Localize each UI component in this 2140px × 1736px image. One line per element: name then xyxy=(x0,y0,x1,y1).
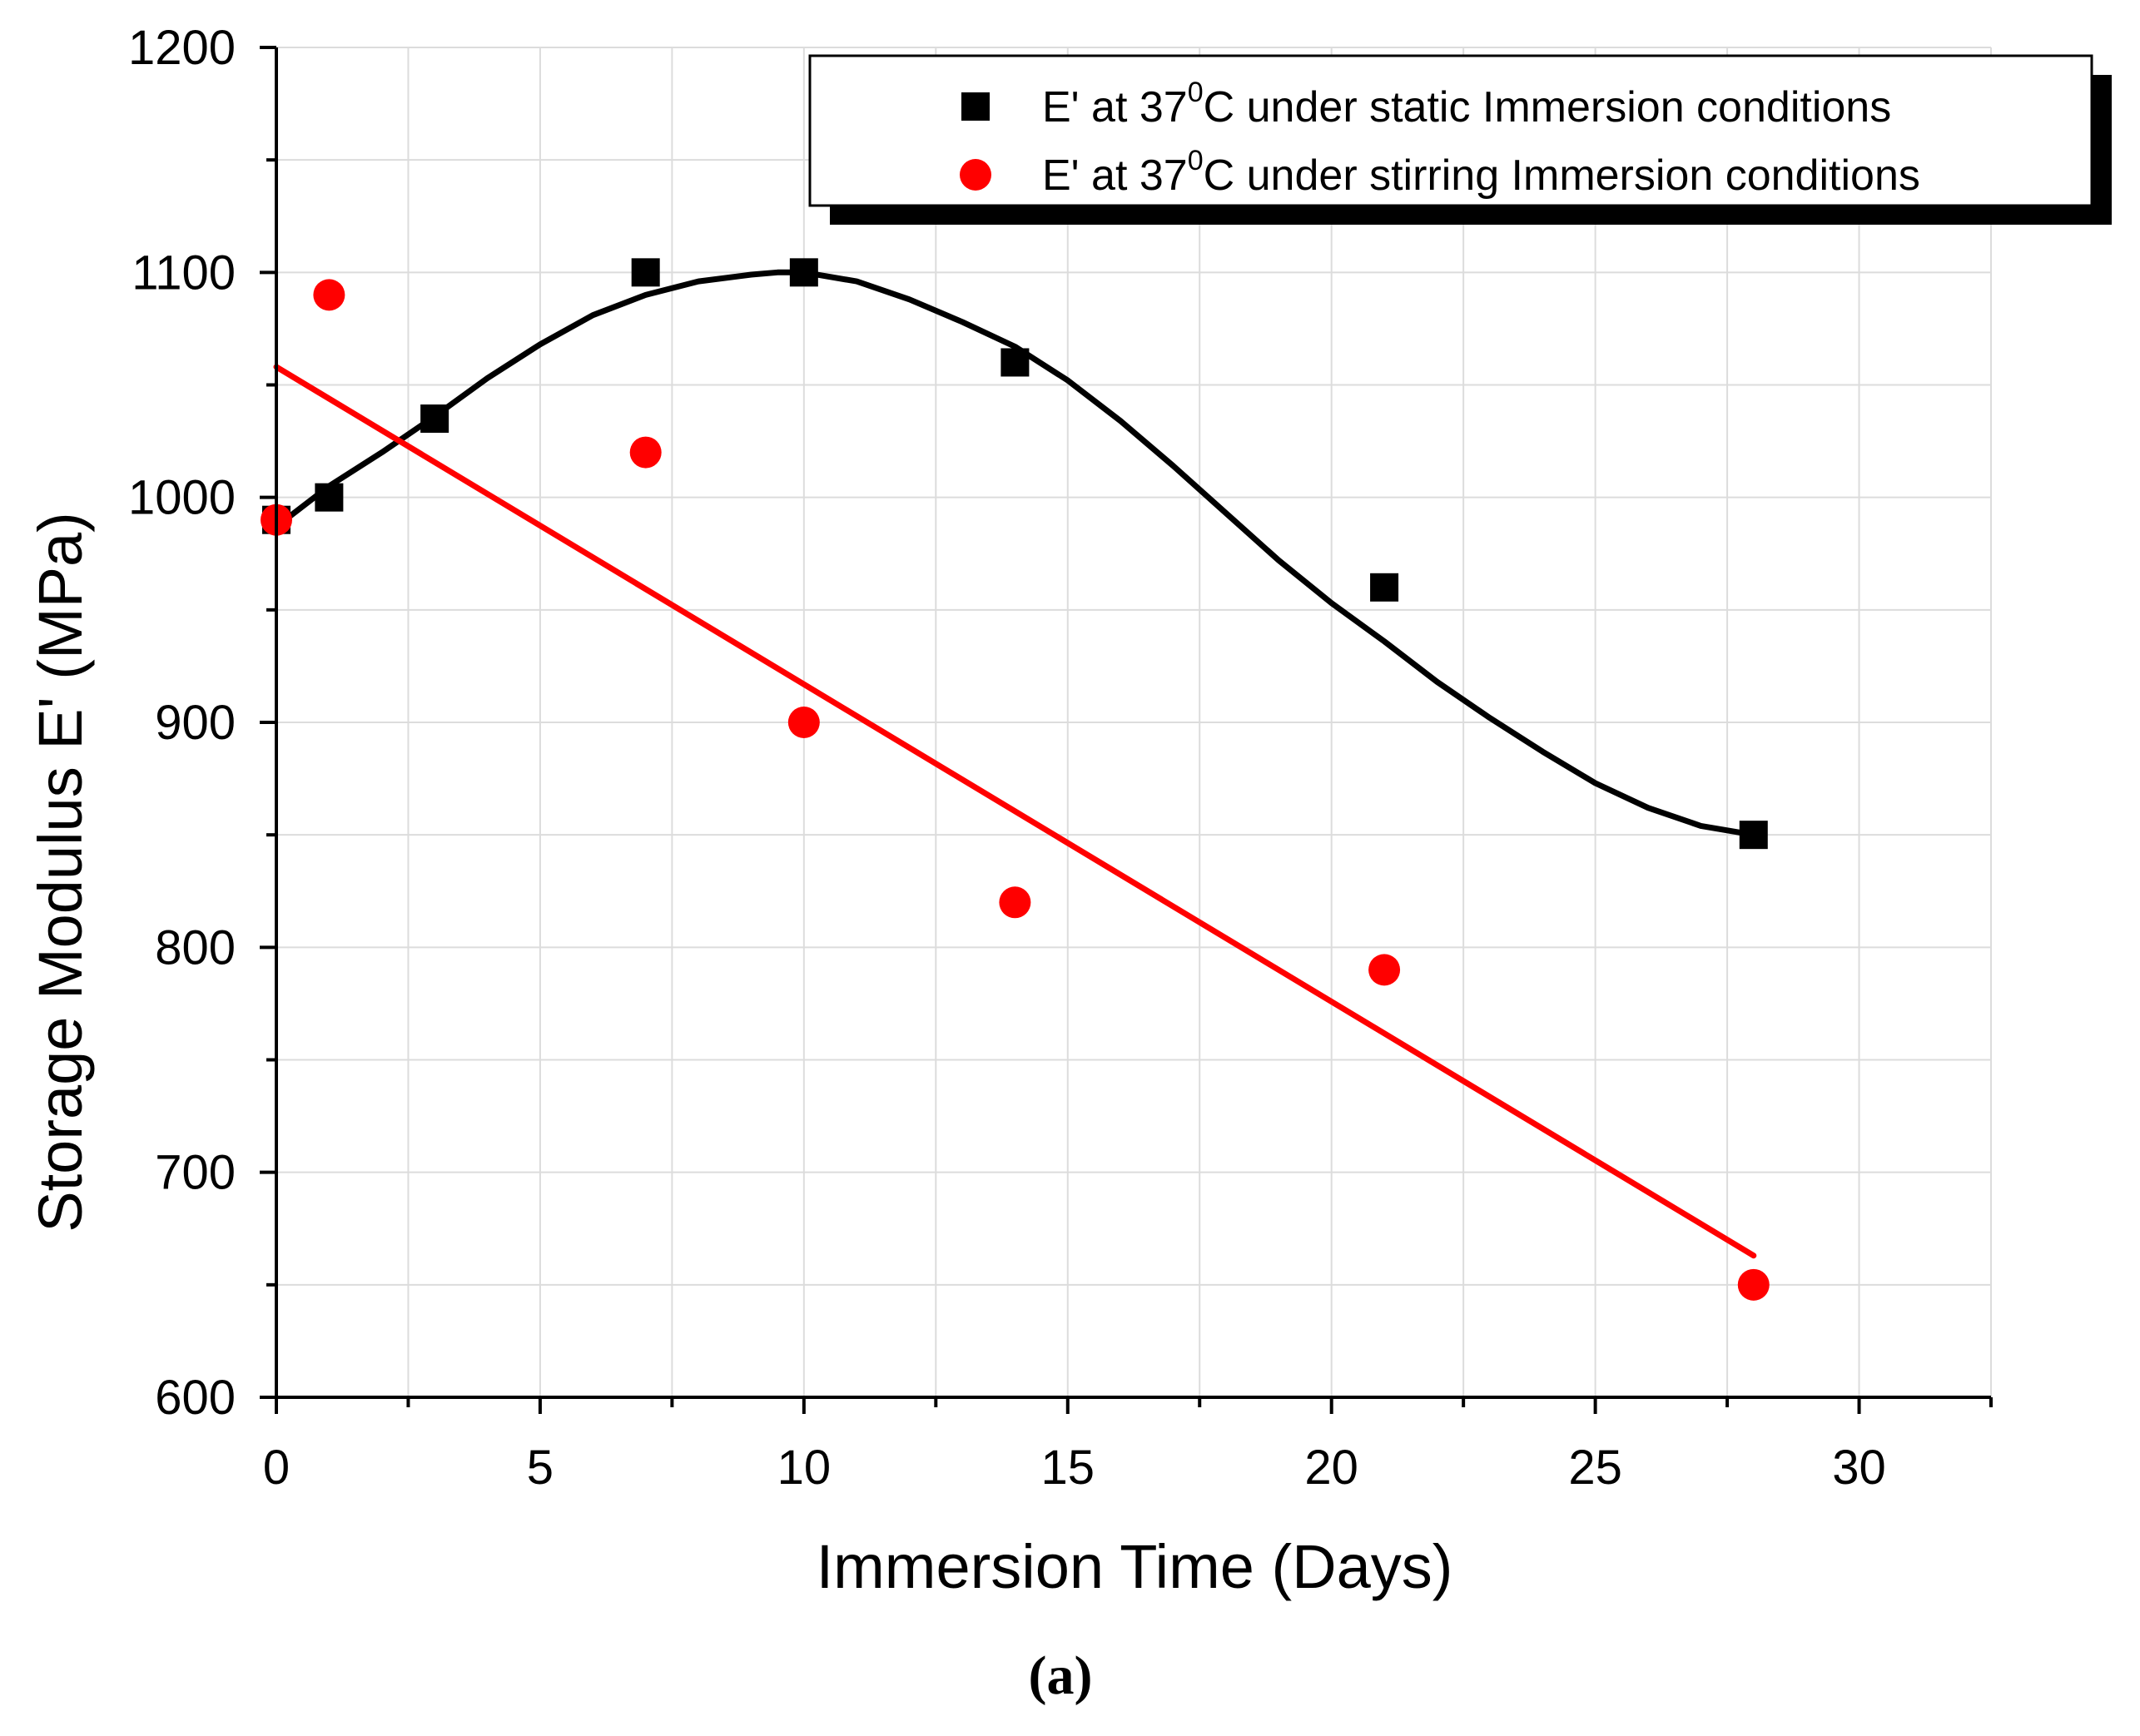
y-tick-label: 800 xyxy=(155,920,236,975)
data-point-series-2 xyxy=(313,279,345,311)
y-tick-label: 1200 xyxy=(128,21,236,75)
data-point-series-1 xyxy=(1370,573,1399,602)
panel-label: (a) xyxy=(1029,1645,1093,1706)
x-tick-label: 10 xyxy=(777,1441,832,1495)
data-point-series-1 xyxy=(1000,348,1030,377)
y-tick-label: 1000 xyxy=(128,471,236,525)
axes xyxy=(260,46,1993,1414)
y-axis-title: Storage Modulus E' (MPa) xyxy=(26,512,95,1233)
data-point-series-2 xyxy=(787,707,820,738)
gridlines xyxy=(276,47,1992,1397)
data-point-series-1 xyxy=(1739,821,1768,850)
legend-label-series-2: E' at 370C under stirring Immersion cond… xyxy=(1042,145,1920,200)
data-point-series-2 xyxy=(629,436,662,469)
x-axis-title: Immersion Time (Days) xyxy=(817,1532,1453,1601)
x-tick-label: 0 xyxy=(263,1441,290,1495)
fit-line-series-2 xyxy=(273,364,1757,1259)
tick-labels: 0 5 10 15 20 25 30 600 700 800 900 1000 1100 1200 xyxy=(128,21,1886,1495)
data-point-series-1 xyxy=(789,258,818,287)
data-point-series-2 xyxy=(1368,954,1401,986)
y-tick-label: 1100 xyxy=(132,246,236,300)
data-point-series-2 xyxy=(1737,1268,1770,1301)
fit-lines xyxy=(273,269,1757,1259)
legend-box xyxy=(808,54,2093,207)
data-point-series-1 xyxy=(631,258,660,287)
x-tick-label: 30 xyxy=(1832,1441,1886,1495)
legend-marker-square xyxy=(961,92,990,121)
x-tick-label: 15 xyxy=(1041,1441,1095,1495)
data-points xyxy=(261,258,1770,1301)
y-tick-label: 900 xyxy=(155,696,236,750)
y-tick-label: 700 xyxy=(155,1146,236,1200)
x-tick-label: 25 xyxy=(1568,1441,1622,1495)
data-point-series-1 xyxy=(420,404,449,434)
data-point-series-2 xyxy=(999,886,1031,919)
legend: E' at 370C under static Immersion condit… xyxy=(808,54,2112,225)
data-point-series-1 xyxy=(315,483,344,512)
legend-label-series-1: E' at 370C under static Immersion condit… xyxy=(1042,77,1891,131)
fit-line-series-1 xyxy=(273,269,1757,838)
y-tick-label: 600 xyxy=(155,1371,236,1425)
x-tick-label: 5 xyxy=(527,1441,554,1495)
x-tick-label: 20 xyxy=(1304,1441,1358,1495)
legend-marker-circle xyxy=(960,159,991,191)
